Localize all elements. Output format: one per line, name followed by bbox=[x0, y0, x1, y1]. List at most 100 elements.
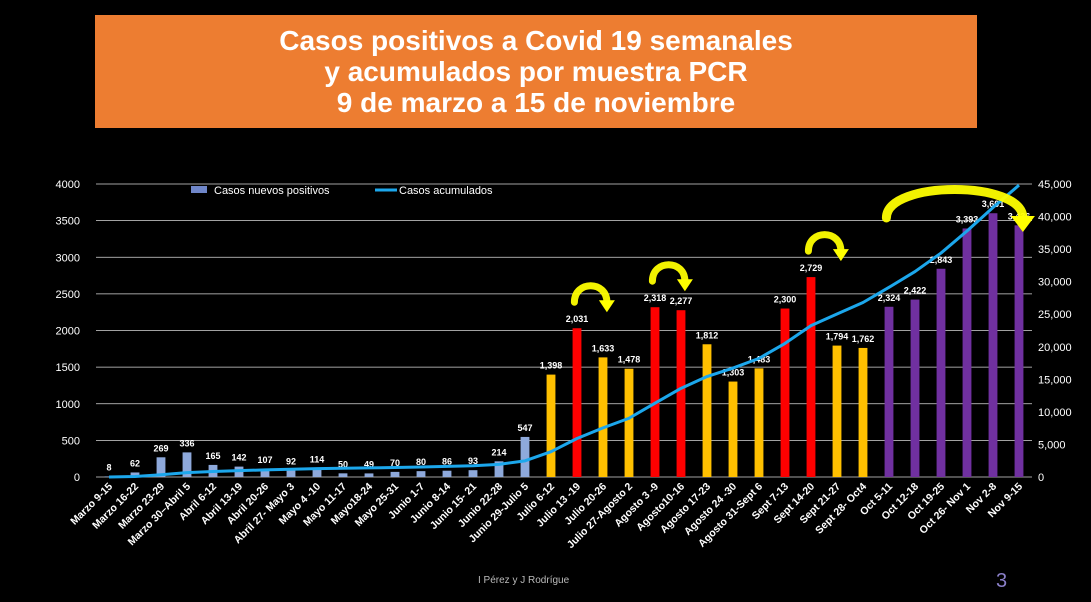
y-tick-label: 2000 bbox=[56, 326, 80, 338]
bar bbox=[702, 344, 712, 477]
data-label: 70 bbox=[390, 458, 400, 468]
title-line-1: Casos positivos a Covid 19 semanales bbox=[279, 25, 793, 56]
y2-tick-label: 25,000 bbox=[1038, 309, 1072, 321]
y-tick-label: 1000 bbox=[56, 399, 80, 411]
data-label: 92 bbox=[286, 456, 296, 466]
legend-bar-label: Casos nuevos positivos bbox=[214, 185, 330, 197]
data-label: 86 bbox=[442, 457, 452, 467]
y-tick-label: 4000 bbox=[56, 179, 80, 191]
y2-tick-label: 45,000 bbox=[1038, 179, 1072, 191]
legend-line-label: Casos acumulados bbox=[399, 185, 493, 197]
data-label: 1,633 bbox=[592, 343, 615, 353]
bar bbox=[962, 228, 972, 477]
bar bbox=[468, 470, 478, 477]
arrow-head bbox=[676, 279, 693, 292]
y2-tick-label: 35,000 bbox=[1038, 244, 1072, 256]
arrow-head bbox=[598, 300, 615, 313]
data-label: 2,422 bbox=[904, 286, 927, 296]
data-label: 3,601 bbox=[982, 199, 1005, 209]
data-label: 2,277 bbox=[670, 296, 693, 306]
bar bbox=[780, 308, 790, 477]
data-label: 1,794 bbox=[826, 332, 849, 342]
bar bbox=[572, 328, 582, 477]
bar bbox=[182, 452, 192, 477]
bar bbox=[156, 457, 166, 477]
bar bbox=[312, 468, 322, 477]
y-tick-label: 3000 bbox=[56, 252, 80, 264]
y-tick-label: 2500 bbox=[56, 289, 80, 301]
curved-arrow bbox=[804, 231, 845, 255]
bar bbox=[936, 268, 946, 477]
bar bbox=[676, 310, 686, 477]
data-label: 214 bbox=[491, 447, 506, 457]
data-label: 49 bbox=[364, 459, 374, 469]
legend-bar-swatch bbox=[191, 186, 207, 193]
data-label: 336 bbox=[179, 438, 194, 448]
curved-arrow bbox=[881, 185, 1028, 223]
data-label: 547 bbox=[517, 423, 532, 433]
bar bbox=[728, 381, 738, 477]
title-line-2: y acumulados por muestra PCR bbox=[324, 56, 748, 87]
bar bbox=[260, 469, 270, 477]
y-tick-label: 0 bbox=[74, 472, 80, 484]
data-label: 93 bbox=[468, 456, 478, 466]
y2-tick-label: 5,000 bbox=[1038, 439, 1066, 451]
bar bbox=[624, 368, 634, 477]
arrow-head bbox=[1010, 216, 1035, 232]
bar bbox=[286, 470, 296, 477]
y2-tick-label: 15,000 bbox=[1038, 374, 1072, 386]
y-tick-label: 3500 bbox=[56, 216, 80, 228]
data-label: 2,324 bbox=[878, 293, 901, 303]
bar bbox=[364, 473, 374, 477]
bar bbox=[442, 470, 452, 477]
y2-tick-label: 40,000 bbox=[1038, 212, 1072, 224]
y2-tick-label: 30,000 bbox=[1038, 277, 1072, 289]
y2-tick-label: 20,000 bbox=[1038, 342, 1072, 354]
y2-tick-label: 0 bbox=[1038, 472, 1044, 484]
data-label: 80 bbox=[416, 457, 426, 467]
data-label: 2,031 bbox=[566, 314, 589, 324]
data-label: 1,398 bbox=[540, 361, 563, 371]
data-label: 2,843 bbox=[930, 255, 953, 265]
y-tick-label: 500 bbox=[62, 435, 80, 447]
bar bbox=[598, 357, 608, 477]
data-label: 2,300 bbox=[774, 295, 797, 305]
title-line-3: 9 de marzo a 15 de noviembre bbox=[336, 87, 736, 118]
data-label: 114 bbox=[310, 455, 325, 465]
y-tick-label: 1500 bbox=[56, 362, 80, 374]
bar bbox=[338, 473, 348, 477]
data-label: 2,318 bbox=[644, 293, 667, 303]
data-label: 8 bbox=[106, 462, 111, 472]
bar bbox=[546, 374, 556, 477]
data-label: 269 bbox=[153, 443, 168, 453]
bar bbox=[494, 461, 504, 477]
data-label: 2,729 bbox=[800, 263, 823, 273]
bar bbox=[988, 213, 998, 477]
data-label: 1,812 bbox=[696, 330, 719, 340]
bar bbox=[910, 299, 920, 477]
bar bbox=[858, 347, 868, 477]
data-label: 1,762 bbox=[852, 334, 875, 344]
arrow-head bbox=[832, 249, 849, 262]
page-number: 3 bbox=[996, 570, 1008, 592]
bar bbox=[884, 306, 894, 477]
data-label: 1,478 bbox=[618, 355, 641, 365]
bar bbox=[520, 436, 530, 477]
curved-arrow bbox=[570, 282, 611, 306]
curved-arrow bbox=[648, 261, 689, 285]
bar bbox=[130, 472, 140, 477]
title-banner: Casos positivos a Covid 19 semanales y a… bbox=[95, 15, 977, 128]
data-label: 142 bbox=[231, 453, 246, 463]
bar bbox=[754, 368, 764, 477]
data-label: 107 bbox=[257, 455, 272, 465]
y2-tick-label: 10,000 bbox=[1038, 407, 1072, 419]
bar bbox=[832, 345, 842, 477]
bar bbox=[650, 307, 660, 477]
footer-credit: I Pérez y J Rodrígue bbox=[478, 575, 570, 586]
bar bbox=[806, 277, 816, 477]
bar bbox=[1014, 225, 1024, 477]
bar bbox=[416, 471, 426, 477]
cumulative-line bbox=[108, 184, 1020, 479]
data-label: 165 bbox=[205, 451, 220, 461]
